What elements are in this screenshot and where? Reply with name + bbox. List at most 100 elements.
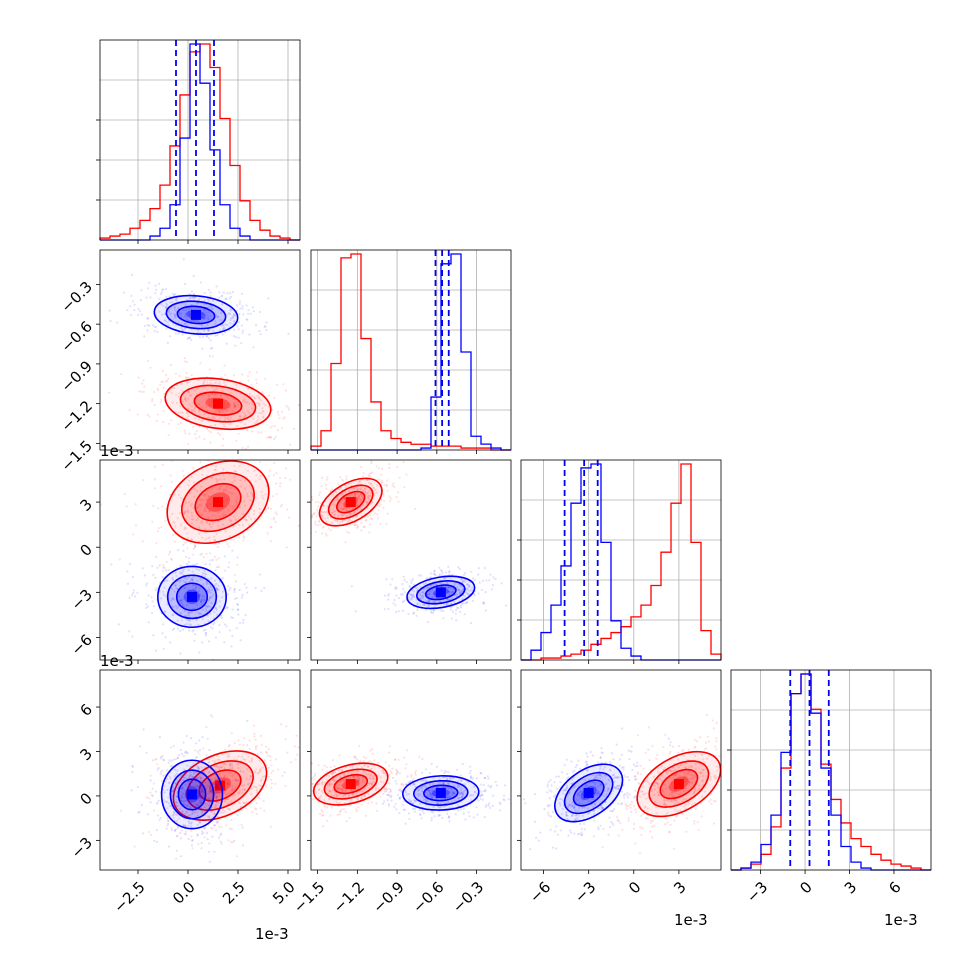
red-sample-point	[353, 524, 356, 527]
blue-sample-point	[430, 610, 433, 613]
blue-sample-point	[254, 324, 258, 327]
red-sample-point	[340, 486, 343, 489]
blue-sample-point	[412, 802, 415, 805]
blue-sample-point	[237, 328, 240, 331]
blue-sample-point	[165, 302, 168, 305]
red-sample-point	[221, 389, 224, 392]
blue-sample-point	[152, 573, 155, 577]
blue-sample-point	[470, 775, 473, 778]
red-sample-point	[215, 478, 218, 481]
red-sample-point	[133, 845, 136, 848]
red-sample-point	[170, 391, 173, 394]
red-sample-point	[366, 501, 369, 505]
blue-sample-point	[451, 777, 454, 780]
red-sample-point	[625, 805, 628, 808]
blue-sample-point	[574, 766, 577, 769]
blue-sample-point	[165, 295, 168, 298]
red-sample-point	[236, 563, 239, 566]
blue-sample-point	[578, 806, 581, 810]
red-sample-point	[160, 485, 163, 488]
red-sample-point	[694, 789, 697, 792]
red-sample-point	[221, 523, 224, 526]
blue-sample-point	[457, 588, 460, 591]
red-sample-point	[190, 538, 193, 541]
blue-sample-point	[183, 623, 186, 627]
red-sample-point	[348, 490, 351, 493]
red-sample-point	[329, 814, 332, 817]
blue-sample-point	[413, 595, 416, 598]
red-sample-point	[421, 757, 424, 761]
blue-sample-point	[190, 781, 194, 784]
blue-sample-point	[233, 587, 237, 591]
red-sample-point	[365, 501, 368, 504]
blue-sample-point	[232, 335, 236, 338]
red-sample-point	[388, 745, 392, 748]
red-sample-point	[172, 744, 175, 748]
blue-sample-point	[166, 341, 169, 344]
red-sample-point	[248, 516, 251, 519]
red-sample-point	[225, 486, 228, 489]
blue-sample-point	[573, 803, 576, 807]
blue-sample-point	[209, 809, 212, 812]
blue-sample-point	[446, 796, 449, 799]
red-sample-point	[218, 487, 221, 490]
blue-sample-point	[108, 309, 111, 312]
red-sample-point	[169, 814, 172, 818]
blue-sample-point	[162, 774, 165, 777]
red-sample-point	[397, 491, 400, 494]
blue-sample-point	[168, 550, 172, 554]
blue-sample-point	[427, 604, 431, 608]
blue-sample-point	[173, 788, 176, 791]
red-sample-point	[341, 519, 344, 523]
red-sample-point	[262, 416, 265, 419]
red-sample-point	[191, 409, 194, 412]
red-sample-point	[361, 504, 364, 507]
blue-sample-point	[189, 822, 192, 825]
blue-sample-point	[129, 305, 132, 308]
blue-sample-point	[437, 806, 440, 809]
red-sample-point	[176, 786, 179, 790]
red-sample-point	[170, 557, 173, 560]
blue-sample-point	[215, 285, 218, 288]
red-sample-point	[323, 804, 327, 807]
red-sample-point	[165, 380, 168, 383]
red-sample-point	[357, 769, 360, 772]
blue-sample-point	[152, 634, 155, 637]
red-sample-point	[240, 809, 243, 812]
blue-sample-point	[219, 329, 222, 332]
blue-sample-point	[200, 601, 203, 604]
red-sample-point	[318, 519, 321, 522]
red-sample-point	[642, 767, 645, 770]
blue-sample-point	[221, 303, 224, 306]
red-sample-point	[388, 787, 391, 791]
blue-sample-point	[458, 591, 461, 595]
blue-sample-point	[421, 603, 424, 606]
blue-sample-point	[391, 776, 394, 780]
blue-sample-point	[467, 586, 470, 589]
blue-sample-point	[424, 582, 428, 585]
blue-sample-point	[424, 784, 427, 787]
blue-sample-point	[201, 312, 204, 315]
red-sample-point	[229, 505, 232, 508]
red-sample-point	[231, 409, 234, 412]
red-sample-point	[385, 485, 388, 488]
blue-sample-point	[446, 782, 449, 785]
red-sample-point	[375, 491, 378, 494]
blue-sample-point	[161, 590, 165, 593]
red-sample-point	[319, 812, 322, 816]
blue-sample-point	[218, 291, 221, 294]
red-sample-point	[227, 753, 230, 757]
blue-sample-point	[214, 607, 217, 610]
red-sample-point	[248, 760, 251, 763]
red-sample-point	[704, 741, 708, 744]
red-sample-point	[357, 784, 361, 787]
blue-sample-point	[445, 603, 448, 606]
red-sample-point	[327, 513, 330, 516]
blue-sample-point	[413, 783, 416, 786]
blue-sample-point	[192, 296, 195, 299]
red-sample-point	[359, 479, 362, 483]
blue-sample-point	[190, 611, 193, 614]
red-sample-point	[677, 793, 681, 796]
red-sample-point	[261, 766, 264, 769]
red-sample-point	[670, 791, 674, 794]
